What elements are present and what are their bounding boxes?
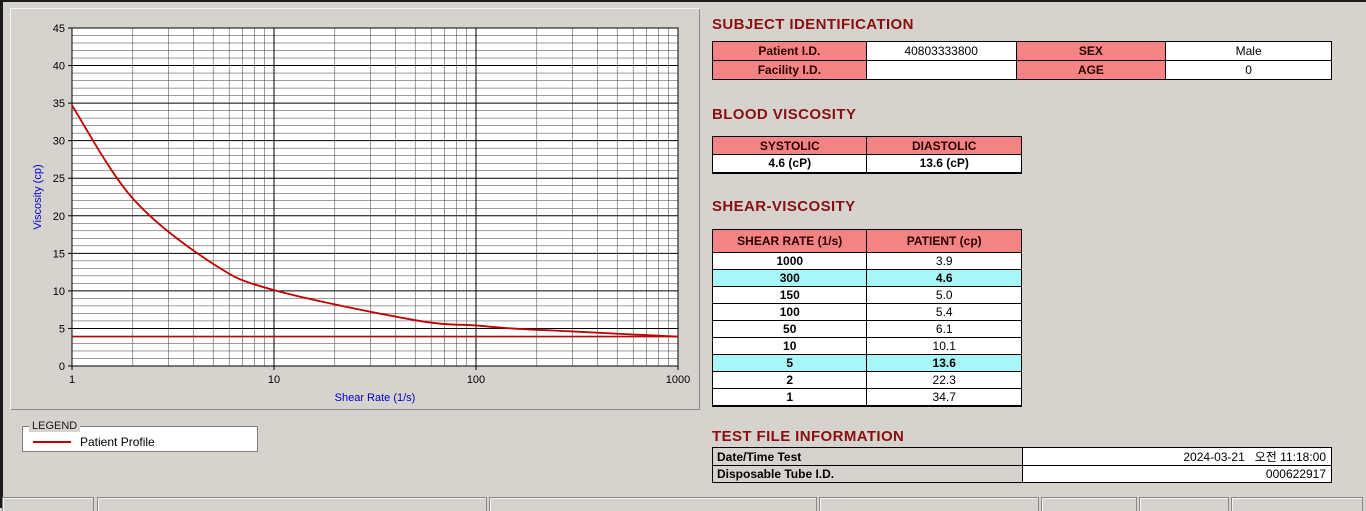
subject-identification-table: Patient I.D. 40803333800 SEX Male Facili… bbox=[712, 41, 1332, 80]
sex-label: SEX bbox=[1015, 41, 1167, 61]
date-time-test-label: Date/Time Test bbox=[712, 447, 1023, 466]
shear-rate-cell: 2 bbox=[711, 371, 868, 389]
svg-text:10: 10 bbox=[53, 286, 65, 298]
shear-rate-cell: 50 bbox=[711, 320, 868, 338]
patient-value-cell: 10.1 bbox=[866, 337, 1022, 355]
shear-row: 5 13.6 bbox=[711, 354, 1022, 372]
shear-table-body: 1000 3.9 300 4.6 150 5.0 100 5.4 50 6.1 10 10.1 5 13.… bbox=[711, 252, 1022, 406]
bottom-panel bbox=[2, 497, 94, 511]
svg-text:1: 1 bbox=[69, 374, 75, 386]
patient-profile-line-icon bbox=[33, 441, 71, 443]
svg-text:25: 25 bbox=[53, 173, 65, 185]
svg-text:Viscosity (cp): Viscosity (cp) bbox=[32, 164, 44, 229]
svg-text:5: 5 bbox=[59, 323, 65, 335]
svg-text:45: 45 bbox=[53, 23, 65, 35]
patient-value-cell: 5.4 bbox=[866, 303, 1022, 321]
patient-value-cell: 3.9 bbox=[866, 252, 1022, 270]
svg-text:30: 30 bbox=[53, 136, 65, 148]
blood-viscosity-heading: BLOOD VISCOSITY bbox=[712, 106, 857, 123]
shear-rate-cell: 10 bbox=[711, 337, 868, 355]
bottom-panel bbox=[1139, 497, 1229, 511]
shear-row: 1000 3.9 bbox=[711, 252, 1022, 270]
systolic-value: 4.6 (cP) bbox=[711, 154, 868, 173]
shear-rate-cell: 150 bbox=[711, 286, 868, 304]
bottom-panel bbox=[1231, 497, 1363, 511]
patient-value-cell: 22.3 bbox=[866, 371, 1022, 389]
diastolic-header: DIASTOLIC bbox=[866, 136, 1022, 155]
shear-rate-header: SHEAR RATE (1/s) bbox=[711, 229, 868, 253]
bottom-panel bbox=[1041, 497, 1137, 511]
legend-series-label: Patient Profile bbox=[80, 435, 155, 449]
shear-viscosity-table: SHEAR RATE (1/s) PATIENT (cp) 1000 3.9 300… bbox=[711, 229, 1022, 407]
blood-viscosity-table: SYSTOLIC DIASTOLIC 4.6 (cP) 13.6 (cP) bbox=[711, 136, 1022, 174]
patient-cp-header: PATIENT (cp) bbox=[866, 229, 1022, 253]
table-row: Disposable Tube I.D. 000622917 bbox=[712, 465, 1332, 483]
table-row: Patient I.D. 40803333800 SEX Male bbox=[712, 41, 1332, 61]
shear-row: 2 22.3 bbox=[711, 371, 1022, 389]
table-row: SHEAR RATE (1/s) PATIENT (cp) bbox=[711, 229, 1022, 253]
test-file-information-heading: TEST FILE INFORMATION bbox=[712, 428, 905, 445]
shear-row: 10 10.1 bbox=[711, 337, 1022, 355]
patient-id-value: 40803333800 bbox=[865, 41, 1017, 61]
shear-row: 1 34.7 bbox=[711, 388, 1022, 406]
age-value: 0 bbox=[1165, 60, 1332, 80]
svg-text:20: 20 bbox=[53, 211, 65, 223]
viscosity-chart: 0 5 10 15 20 25 30 35 40 45 1 10 100 1000 Viscosity (c… bbox=[32, 23, 690, 404]
shear-viscosity-heading: SHEAR-VISCOSITY bbox=[712, 198, 856, 215]
test-file-information-table: Date/Time Test 2024-03-21 오전 11:18:00 Di… bbox=[712, 447, 1332, 483]
svg-text:35: 35 bbox=[53, 98, 65, 110]
table-row: Facility I.D. AGE 0 bbox=[712, 60, 1332, 80]
table-row: 4.6 (cP) 13.6 (cP) bbox=[711, 154, 1022, 173]
svg-text:10: 10 bbox=[268, 374, 280, 386]
patient-value-cell: 5.0 bbox=[866, 286, 1022, 304]
shear-rate-cell: 100 bbox=[711, 303, 868, 321]
svg-text:0: 0 bbox=[59, 361, 65, 373]
patient-value-cell: 6.1 bbox=[866, 320, 1022, 338]
window-top-border bbox=[0, 0, 1366, 2]
svg-text:1000: 1000 bbox=[666, 374, 690, 386]
window-left-border bbox=[0, 0, 3, 508]
patient-value-cell: 34.7 bbox=[866, 388, 1022, 406]
shear-rate-cell: 5 bbox=[711, 354, 868, 372]
age-label: AGE bbox=[1015, 60, 1167, 80]
facility-id-label: Facility I.D. bbox=[712, 60, 867, 80]
shear-rate-cell: 300 bbox=[711, 269, 868, 287]
patient-id-label: Patient I.D. bbox=[712, 41, 867, 61]
table-row: SYSTOLIC DIASTOLIC bbox=[711, 136, 1022, 155]
patient-value-cell: 4.6 bbox=[866, 269, 1022, 287]
shear-row: 150 5.0 bbox=[711, 286, 1022, 304]
subject-identification-heading: SUBJECT IDENTIFICATION bbox=[712, 16, 914, 33]
sex-value: Male bbox=[1165, 41, 1332, 61]
svg-text:40: 40 bbox=[53, 61, 65, 73]
disposable-tube-id-label: Disposable Tube I.D. bbox=[712, 465, 1023, 483]
diastolic-value: 13.6 (cP) bbox=[866, 154, 1022, 173]
viscosity-chart-panel: 0 5 10 15 20 25 30 35 40 45 1 10 100 1000 Viscosity (c… bbox=[10, 8, 700, 410]
patient-value-cell: 13.6 bbox=[866, 354, 1022, 372]
legend-box: LEGEND Patient Profile bbox=[22, 420, 258, 452]
bottom-panel bbox=[819, 497, 1039, 511]
svg-text:15: 15 bbox=[53, 248, 65, 260]
shear-rate-cell: 1000 bbox=[711, 252, 868, 270]
disposable-tube-id-value: 000622917 bbox=[1021, 465, 1332, 483]
shear-row: 50 6.1 bbox=[711, 320, 1022, 338]
svg-text:Shear Rate (1/s): Shear Rate (1/s) bbox=[335, 392, 416, 404]
facility-id-value bbox=[865, 60, 1017, 80]
shear-row: 300 4.6 bbox=[711, 269, 1022, 287]
table-row: Date/Time Test 2024-03-21 오전 11:18:00 bbox=[712, 447, 1332, 466]
bottom-panel bbox=[489, 497, 817, 511]
svg-text:100: 100 bbox=[467, 374, 485, 386]
shear-rate-cell: 1 bbox=[711, 388, 868, 406]
systolic-header: SYSTOLIC bbox=[711, 136, 868, 155]
shear-row: 100 5.4 bbox=[711, 303, 1022, 321]
legend-title: LEGEND bbox=[29, 420, 81, 432]
date-time-test-value: 2024-03-21 오전 11:18:00 bbox=[1021, 447, 1332, 466]
bottom-panel bbox=[97, 497, 487, 511]
legend-item: Patient Profile bbox=[23, 432, 257, 449]
